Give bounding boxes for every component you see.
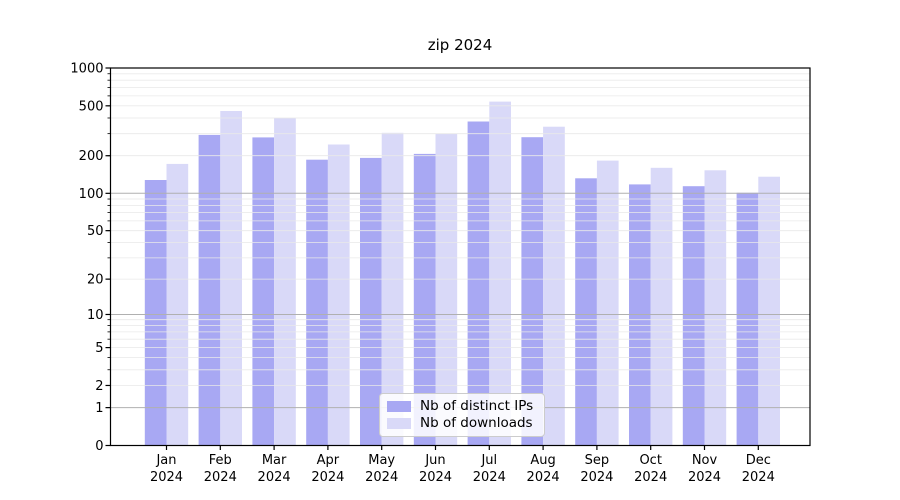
bar-dec-s0 xyxy=(736,192,759,446)
y-tick-label-10: 10 xyxy=(87,308,104,323)
x-tick-year-oct: 2024 xyxy=(634,470,667,485)
gridlines-minor xyxy=(110,73,810,386)
bar-sep-s0 xyxy=(575,178,597,446)
x-tick-month-jun: Jun xyxy=(424,453,445,468)
y-tick-label-500: 500 xyxy=(79,99,104,114)
x-tick-month-aug: Aug xyxy=(530,453,555,468)
bar-sep-s1 xyxy=(596,160,619,446)
y-tick-label-5: 5 xyxy=(95,341,103,356)
legend-label-downloads: Nb of downloads xyxy=(420,414,533,431)
x-tick-year-jun: 2024 xyxy=(419,470,452,485)
bar-apr-s0 xyxy=(306,159,328,446)
x-tick-year-sep: 2024 xyxy=(580,470,613,485)
bars-series-1 xyxy=(166,101,780,446)
x-tick-month-jan: Jan xyxy=(155,453,176,468)
bar-jul-s1 xyxy=(489,101,511,446)
x-tick-year-apr: 2024 xyxy=(311,470,344,485)
x-tick-year-jan: 2024 xyxy=(150,470,183,485)
y-tick-label-200: 200 xyxy=(79,149,104,164)
x-tick-month-mar: Mar xyxy=(262,453,287,468)
y-tick-label-0: 0 xyxy=(95,439,103,454)
bar-jun-s0 xyxy=(413,153,436,446)
y-tick-label-100: 100 xyxy=(79,187,104,202)
y-tick-label-50: 50 xyxy=(87,224,104,239)
plot-border xyxy=(109,67,811,447)
x-tick-year-mar: 2024 xyxy=(258,470,291,485)
x-tick-year-may: 2024 xyxy=(365,470,398,485)
bar-jan-s0 xyxy=(144,180,167,446)
y-tick-label-20: 20 xyxy=(87,273,104,288)
legend-swatch-distinct-ips xyxy=(387,401,411,413)
x-tick-month-sep: Sep xyxy=(585,453,610,468)
legend-item-downloads: Nb of downloads xyxy=(387,414,544,431)
bar-jun-s1 xyxy=(435,133,458,446)
y-tick-label-1000: 1000 xyxy=(70,62,103,77)
x-tick-month-oct: Oct xyxy=(639,453,661,468)
x-tick-month-apr: Apr xyxy=(317,453,340,468)
y-tick-label-2: 2 xyxy=(95,379,103,394)
x-tick-year-aug: 2024 xyxy=(527,470,560,485)
bar-feb-s0 xyxy=(198,134,221,446)
bar-feb-s1 xyxy=(220,111,242,446)
bar-mar-s1 xyxy=(274,118,296,446)
x-tick-month-feb: Feb xyxy=(209,453,232,468)
x-axis-ticks: Jan 2024 Feb 2024 Mar 2024 Apr 2024 May 2024 Jun 20… xyxy=(150,445,775,485)
x-tick-year-nov: 2024 xyxy=(688,470,721,485)
x-tick-year-feb: 2024 xyxy=(204,470,237,485)
legend: Nb of distinct IPs Nb of downloads xyxy=(379,393,545,437)
x-tick-month-nov: Nov xyxy=(692,453,718,468)
bar-oct-s1 xyxy=(650,167,673,446)
bar-nov-s0 xyxy=(682,186,705,446)
bar-jan-s1 xyxy=(166,163,189,446)
bar-jul-s0 xyxy=(467,121,490,446)
bar-dec-s1 xyxy=(758,176,780,446)
x-tick-month-may: May xyxy=(368,453,395,468)
x-tick-month-dec: Dec xyxy=(746,453,771,468)
bar-aug-s0 xyxy=(521,137,544,446)
legend-item-distinct-ips: Nb of distinct IPs xyxy=(387,398,544,414)
y-tick-label-1: 1 xyxy=(95,401,103,416)
x-tick-year-jul: 2024 xyxy=(473,470,506,485)
bar-apr-s1 xyxy=(327,144,350,446)
legend-swatch-downloads xyxy=(387,417,411,429)
bar-nov-s1 xyxy=(704,170,727,446)
bar-may-s1 xyxy=(381,132,404,446)
legend-label-distinct-ips: Nb of distinct IPs xyxy=(420,398,534,414)
chart-title: zip 2024 xyxy=(427,36,493,54)
bar-aug-s1 xyxy=(543,126,565,446)
bar-may-s0 xyxy=(360,157,382,446)
bar-mar-s0 xyxy=(252,137,275,446)
x-tick-year-dec: 2024 xyxy=(742,470,775,485)
x-tick-month-jul: Jul xyxy=(480,453,497,468)
y-axis-ticks: 0 1 2 5 10 20 50 100 200 500 1000 xyxy=(70,62,111,454)
